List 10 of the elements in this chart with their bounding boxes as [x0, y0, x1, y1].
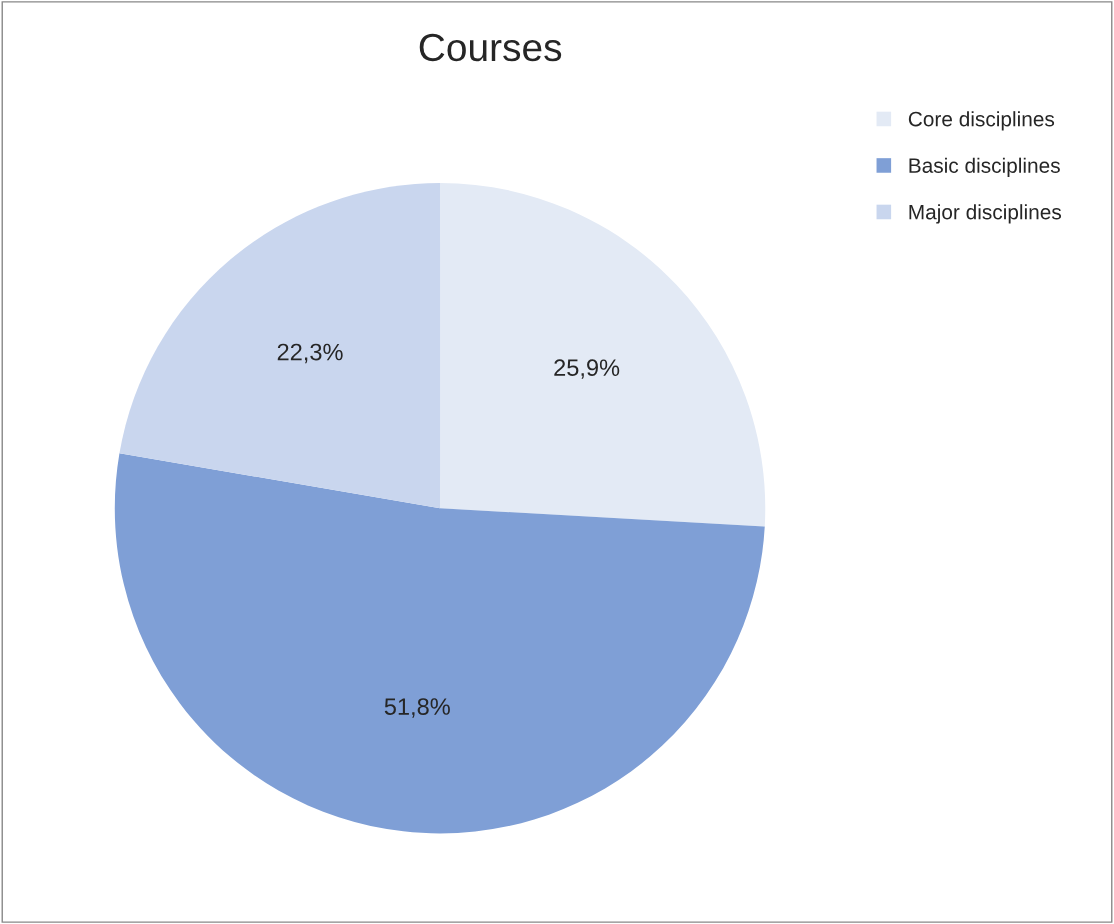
legend-label: Core disciplines — [908, 111, 1055, 131]
legend-label: Basic disciplines — [909, 157, 1060, 178]
pie-slice — [440, 182, 766, 527]
data-label: 51,8% — [384, 698, 450, 718]
data-label: 25,9% — [554, 359, 620, 379]
pie-slice — [119, 182, 441, 509]
chart-title: Courses — [419, 33, 562, 62]
data-label: 22,3% — [277, 343, 343, 364]
pie-slice — [114, 453, 765, 834]
legend-label: Major disciplines — [909, 204, 1062, 224]
